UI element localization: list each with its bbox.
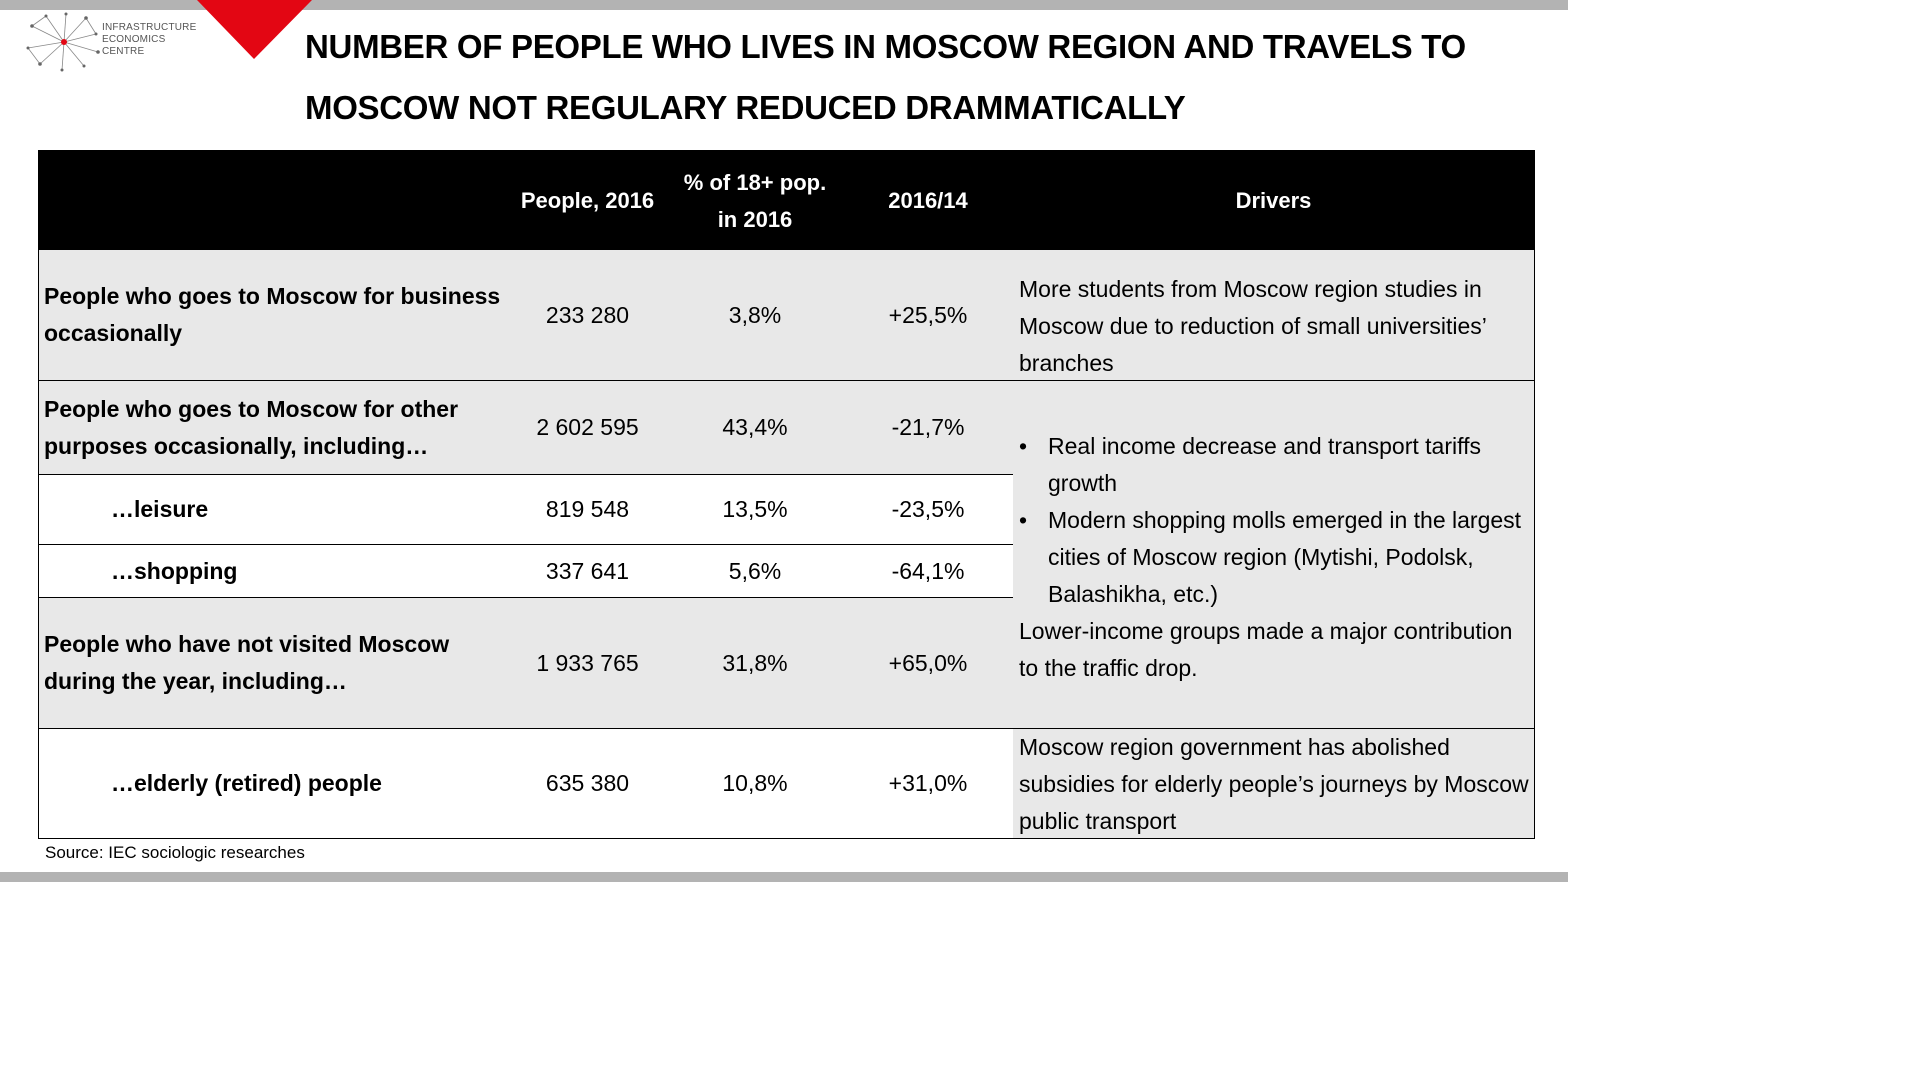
- row-pct: 31,8%: [722, 649, 788, 676]
- row-change: -23,5%: [891, 496, 965, 522]
- table-header: People, 2016 % of 18+ pop. in 2016 2016/…: [39, 151, 1534, 250]
- top-border-bar: [0, 0, 1568, 10]
- row-people: 635 380: [545, 770, 630, 796]
- row-change: +65,0%: [888, 649, 968, 676]
- column-divider: [1013, 250, 1014, 838]
- drivers-bullet-list: Real income decrease and transport tarif…: [1019, 428, 1534, 613]
- drivers-elderly: Moscow region government has abolished s…: [1013, 729, 1534, 838]
- header-people: People, 2016: [520, 188, 655, 213]
- table-row: …leisure 819 548 13,5% -23,5%: [39, 475, 1013, 544]
- drivers-other: Real income decrease and transport tarif…: [1013, 381, 1534, 728]
- row-divider: [39, 597, 1013, 598]
- row-change: -21,7%: [891, 414, 965, 440]
- logo-text: INFRASTRUCTURE ECONOMICS CENTRE: [102, 22, 196, 58]
- logo: INFRASTRUCTURE ECONOMICS CENTRE: [26, 12, 196, 72]
- row-divider: [39, 728, 1534, 729]
- row-pct: 10,8%: [722, 770, 788, 796]
- table-row: People who have not visited Moscow durin…: [39, 598, 1013, 728]
- row-divider: [39, 380, 1534, 381]
- row-divider: [39, 544, 1013, 545]
- row-label: People who goes to Moscow for business o…: [44, 283, 501, 346]
- row-pct: 43,4%: [722, 414, 788, 440]
- list-item: Modern shopping molls emerged in the lar…: [1019, 502, 1534, 613]
- table-row: People who goes to Moscow for business o…: [39, 250, 1013, 380]
- logo-line-2: ECONOMICS: [102, 34, 166, 45]
- row-pct: 13,5%: [722, 496, 788, 522]
- row-label: …leisure: [111, 496, 209, 522]
- drivers-business: More students from Moscow region studies…: [1013, 250, 1534, 380]
- row-change: -64,1%: [891, 557, 965, 584]
- row-people: 337 641: [545, 557, 630, 584]
- row-divider: [39, 474, 1013, 475]
- bottom-border-bar: [0, 872, 1568, 882]
- data-table: People, 2016 % of 18+ pop. in 2016 2016/…: [38, 150, 1535, 839]
- row-people: 2 602 595: [536, 414, 639, 440]
- row-people: 819 548: [545, 496, 630, 522]
- row-people: 1 933 765: [536, 649, 639, 676]
- table-row: …elderly (retired) people 635 380 10,8% …: [39, 729, 1013, 838]
- network-star-icon: [26, 12, 100, 72]
- row-pct: 3,8%: [728, 301, 782, 328]
- header-change: 2016/14: [888, 188, 968, 213]
- source-note: Source: IEC sociologic researches: [45, 843, 305, 862]
- row-label: People who goes to Moscow for other purp…: [44, 395, 459, 459]
- page-title: NUMBER OF PEOPLE WHO LIVES IN MOSCOW REG…: [305, 28, 1466, 126]
- row-change: +25,5%: [888, 301, 968, 328]
- row-change: +31,0%: [888, 770, 968, 796]
- red-triangle-accent: [197, 0, 312, 59]
- table-row: People who goes to Moscow for other purp…: [39, 381, 1013, 474]
- row-label: …elderly (retired) people: [111, 770, 382, 796]
- drivers-note: Lower-income groups made a major contrib…: [1019, 618, 1513, 681]
- logo-line-3: CENTRE: [102, 46, 145, 57]
- row-people: 233 280: [545, 301, 630, 328]
- list-item: Real income decrease and transport tarif…: [1019, 428, 1534, 502]
- header-pct: % of 18+ pop. in 2016: [683, 169, 827, 232]
- row-pct: 5,6%: [728, 557, 782, 584]
- table-row: …shopping 337 641 5,6% -64,1%: [39, 545, 1013, 597]
- logo-line-1: INFRASTRUCTURE: [102, 22, 197, 33]
- row-label: People who have not visited Moscow durin…: [44, 631, 450, 694]
- header-drivers: Drivers: [1235, 188, 1312, 213]
- row-label: …shopping: [111, 557, 238, 584]
